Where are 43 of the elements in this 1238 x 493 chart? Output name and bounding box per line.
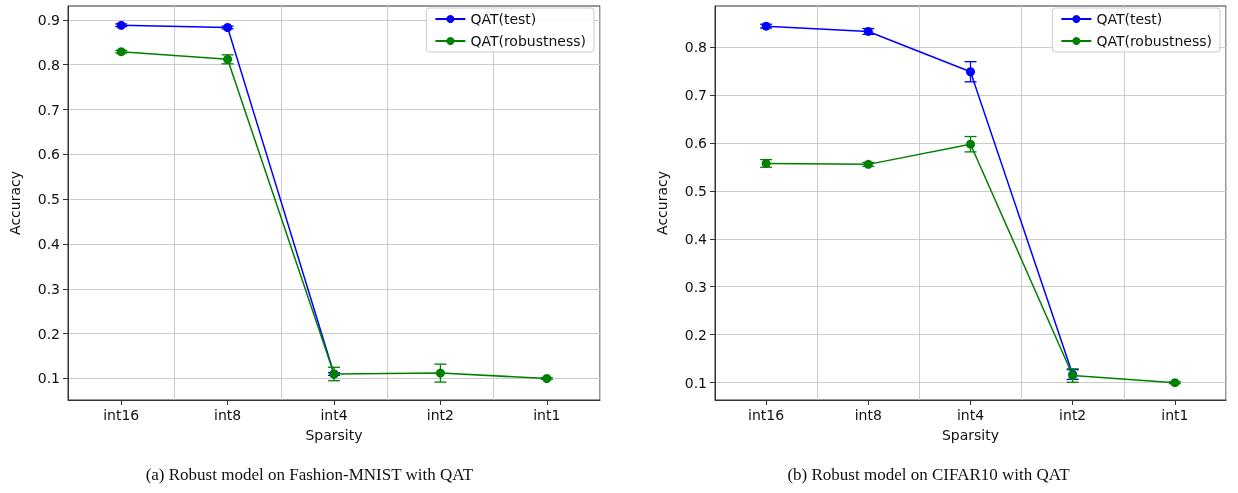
y-tick-label: 0.8 — [37, 56, 60, 73]
y-axis-title: Accuracy — [654, 171, 670, 235]
x-tick-label: int2 — [426, 407, 454, 423]
legend-label: QAT(test) — [1096, 11, 1163, 27]
x-tick-label: int1 — [533, 407, 561, 423]
y-tick-label: 0.5 — [37, 191, 60, 208]
text: (a) Robust model on Fashion-MNIST with QAT — [145, 465, 474, 484]
x-axis-title: Sparsity — [941, 427, 1000, 443]
legend-label: QAT(robustness) — [470, 33, 587, 49]
point — [435, 368, 445, 378]
point — [966, 67, 975, 77]
y-tick-label: 0.6 — [684, 134, 708, 151]
y-tick-label: 0.4 — [684, 230, 708, 247]
x-tick-label: int8 — [214, 407, 242, 423]
y-tick-label: 0.6 — [37, 146, 61, 163]
y-tick-label: 0.5 — [684, 182, 707, 199]
x-tick-label: int8 — [854, 407, 882, 423]
y-tick-label: 0.7 — [684, 86, 707, 103]
point — [542, 373, 552, 383]
text: (b) Robust model on CIFAR10 with QAT — [787, 465, 1071, 484]
x-tick-label: int2 — [1059, 407, 1087, 423]
legend-label: QAT(robustness) — [1096, 33, 1213, 49]
y-tick-label: 0.3 — [37, 280, 60, 297]
y-tick-label: 0.8 — [684, 38, 707, 55]
y-axis-title: Accuracy — [7, 171, 23, 235]
x-tick-label: int16 — [103, 407, 140, 423]
x-tick-label: int16 — [748, 407, 785, 423]
y-tick-label: 0.2 — [684, 326, 707, 343]
y-tick-label: 0.1 — [684, 374, 707, 391]
x-tick-label: int4 — [320, 407, 348, 423]
point — [966, 139, 975, 149]
y-tick-label: 0.2 — [37, 325, 60, 342]
point — [116, 47, 126, 57]
y-tick-label: 0.7 — [37, 101, 60, 118]
x-tick-label: int1 — [1161, 407, 1189, 423]
y-tick-label: 0.3 — [684, 278, 707, 295]
legend-label: QAT(test) — [470, 11, 537, 27]
y-tick-label: 0.9 — [37, 11, 60, 28]
x-tick-label: int4 — [956, 407, 985, 423]
y-tick-label: 0.1 — [37, 370, 60, 387]
x-axis-title: Sparsity — [305, 427, 363, 443]
point — [223, 23, 233, 33]
y-tick-label: 0.4 — [37, 236, 61, 253]
